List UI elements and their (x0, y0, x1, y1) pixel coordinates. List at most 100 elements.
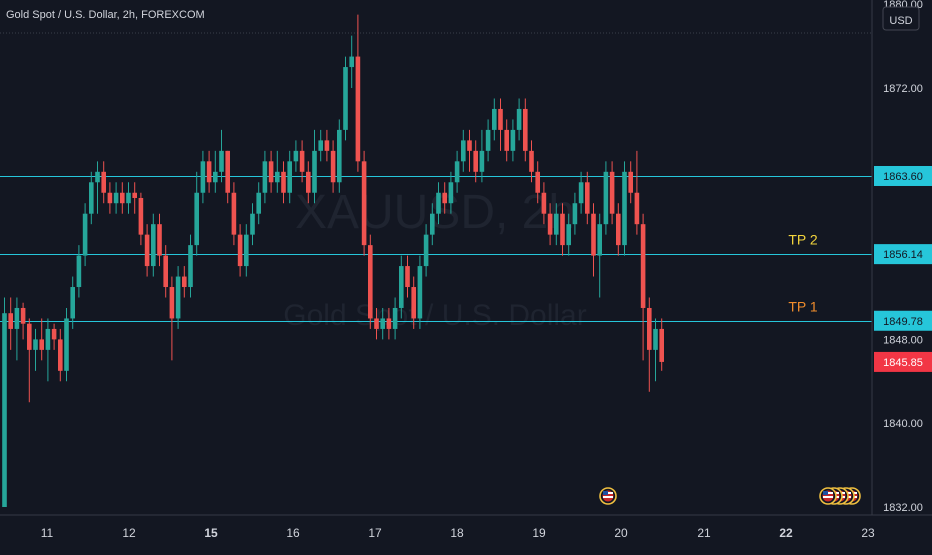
time-tick-label: 18 (450, 526, 464, 540)
candle-body (200, 161, 206, 193)
symbol-title[interactable]: Gold Spot / U.S. Dollar, 2h, FOREXCOM (6, 9, 205, 21)
candle-body (163, 255, 168, 288)
candle-body (237, 234, 243, 267)
candle-body (392, 307, 398, 329)
candle-body (436, 192, 441, 214)
candle-body (151, 224, 156, 267)
candle-body (485, 129, 491, 151)
candle-body (647, 307, 652, 350)
candle-body (603, 171, 609, 225)
candle-body (386, 318, 392, 329)
candle-body (182, 276, 187, 288)
time-tick-label: 12 (122, 526, 136, 540)
candle-body (622, 171, 627, 246)
candle-body (188, 245, 193, 288)
candle-body (442, 192, 447, 204)
candle-body (448, 182, 454, 204)
level-price-badge (874, 165, 932, 186)
time-tick-label: 21 (697, 526, 711, 540)
candle-body (70, 287, 75, 319)
candle-body (473, 150, 478, 172)
candle-body (423, 234, 429, 267)
candle-body (547, 213, 553, 235)
currency-badge (882, 6, 920, 31)
last-price-label: 1845.85 (883, 357, 923, 369)
candle-body (318, 140, 323, 151)
candle-body (14, 307, 20, 329)
watermark-ticker: XAUUSD, 2h (295, 186, 575, 239)
candle-body (467, 140, 472, 151)
price-tick-label: 1848.00 (883, 334, 923, 346)
candle-body (411, 287, 416, 319)
candle-body (45, 328, 51, 350)
candle-body (535, 171, 540, 193)
candle-body (138, 197, 144, 235)
candle-body (293, 150, 299, 162)
candle-body (578, 182, 584, 204)
us-flag-icon-stripe (823, 496, 833, 498)
watermark: XAUUSD, 2h Gold Spot / U.S. Dollar (283, 186, 586, 332)
time-tick-label: 15 (204, 526, 218, 540)
time-tick-label: 19 (532, 526, 546, 540)
candle-body (368, 245, 373, 319)
candle-body (566, 224, 571, 246)
level-annotation: TP 1 (788, 299, 818, 315)
candle-body (349, 56, 354, 68)
candle-body (113, 192, 119, 204)
candle-body (312, 150, 317, 193)
time-axis-panel[interactable] (0, 515, 872, 550)
candle-body (492, 108, 497, 130)
candle-body (591, 213, 596, 256)
candle-body (144, 234, 150, 267)
price-tick-label: 1840.00 (883, 418, 923, 430)
candle-body (374, 318, 379, 329)
time-axis-labels: 11 12 15 16 17 18 19 20 21 22 23 (41, 526, 875, 540)
candle-body (231, 192, 237, 235)
price-tick-label: 1872.00 (883, 83, 923, 95)
candle-body (157, 224, 162, 256)
candle-body (640, 224, 646, 308)
level-price-badge (874, 310, 932, 331)
us-flag-icon-canton (603, 491, 608, 495)
candle-body (516, 108, 522, 130)
candle-body (659, 328, 664, 362)
candle-body (498, 108, 503, 130)
price-tick-label: 1832.00 (883, 502, 923, 514)
candle-body (461, 140, 466, 162)
candle-body (82, 213, 88, 256)
candle-body (529, 150, 534, 172)
time-tick-label: 20 (614, 526, 628, 540)
candle-body (653, 328, 658, 350)
candle-body (541, 192, 547, 214)
candle-body (616, 213, 621, 246)
candle-body (33, 339, 38, 350)
candle-body (405, 266, 410, 288)
candle-body (343, 67, 348, 130)
candle-body (20, 307, 26, 324)
candle-body (281, 171, 286, 193)
candle-body (244, 234, 249, 267)
candle-body (206, 161, 212, 183)
candle-body (361, 161, 367, 246)
candle-body (39, 339, 44, 350)
level-annotation: TP 2 (788, 232, 818, 248)
candle-body (554, 213, 559, 235)
candle-body (275, 171, 280, 183)
level-price-label: 1849.78 (883, 316, 923, 328)
candle-body (417, 266, 423, 319)
currency-label: USD (889, 15, 912, 27)
time-tick-label: 22 (779, 526, 793, 540)
candle-body (454, 161, 460, 183)
candle-body (479, 150, 485, 172)
candle-body (287, 161, 292, 193)
candle-body (523, 108, 528, 151)
candle-body (324, 140, 330, 151)
candle-body (107, 192, 113, 204)
price-axis-top-clipped-label: 1880.00 (883, 0, 923, 11)
candle-body (337, 129, 342, 183)
currency-box[interactable]: 1880.00 USD (882, 0, 923, 31)
candle-body (76, 255, 82, 288)
candle-body (628, 171, 633, 193)
